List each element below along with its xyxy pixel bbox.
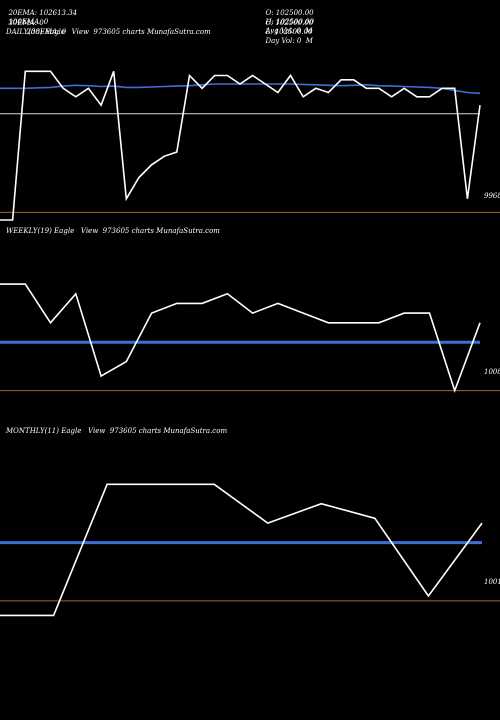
ema30-value: 30EMA: 0 [8,19,44,27]
monthly-level-label: 1001 [484,578,500,586]
ema100-value: 100EMA: 0 [8,18,49,26]
daily-price-line [0,70,481,221]
low-value: L: 102500.00 [265,28,313,36]
monthly-price-line [0,483,483,617]
weekly-chart-title: WEEKLY(19) Eagle View 973605 charts Muna… [6,227,220,235]
weekly-level-label: 1008 [484,368,500,376]
daily-chart [0,70,500,221]
stats-row-1: 20EMA: 102613.34 100EMA: 0 [4,0,77,27]
stats-row-2b: C: 102500.00 L: 102500.00 Day Vol: 0 M [261,10,313,46]
weekly-chart [0,283,500,394]
weekly-price-line [0,283,481,394]
monthly-chart-title: MONTHLY(11) Eagle View 973605 charts Mun… [6,427,228,435]
ema20-value: 20EMA: 102613.34 [8,9,78,17]
dayvol-value: Day Vol: 0 M [265,37,313,45]
daily-chart-title: DAILY(38) Eagle View 973605 charts Munaf… [6,28,211,36]
stats-row-1b: O: 102500.00 H: 102500.00 Avg Vol: 0 M [261,0,314,36]
open-value: O: 102500.00 [265,9,314,17]
stats-row-2: 30EMA: 0 200EMA: 0 [4,10,66,37]
ema200-value: 200EMA: 0 [26,28,67,36]
monthly-chart [0,483,500,617]
avgvol-value: Avg Vol: 0 M [265,27,313,35]
daily-ema-line [0,83,481,95]
high-value: H: 102500.00 [265,18,314,26]
daily-level-label: 9968 [484,192,500,200]
close-value: C: 102500.00 [265,19,314,27]
